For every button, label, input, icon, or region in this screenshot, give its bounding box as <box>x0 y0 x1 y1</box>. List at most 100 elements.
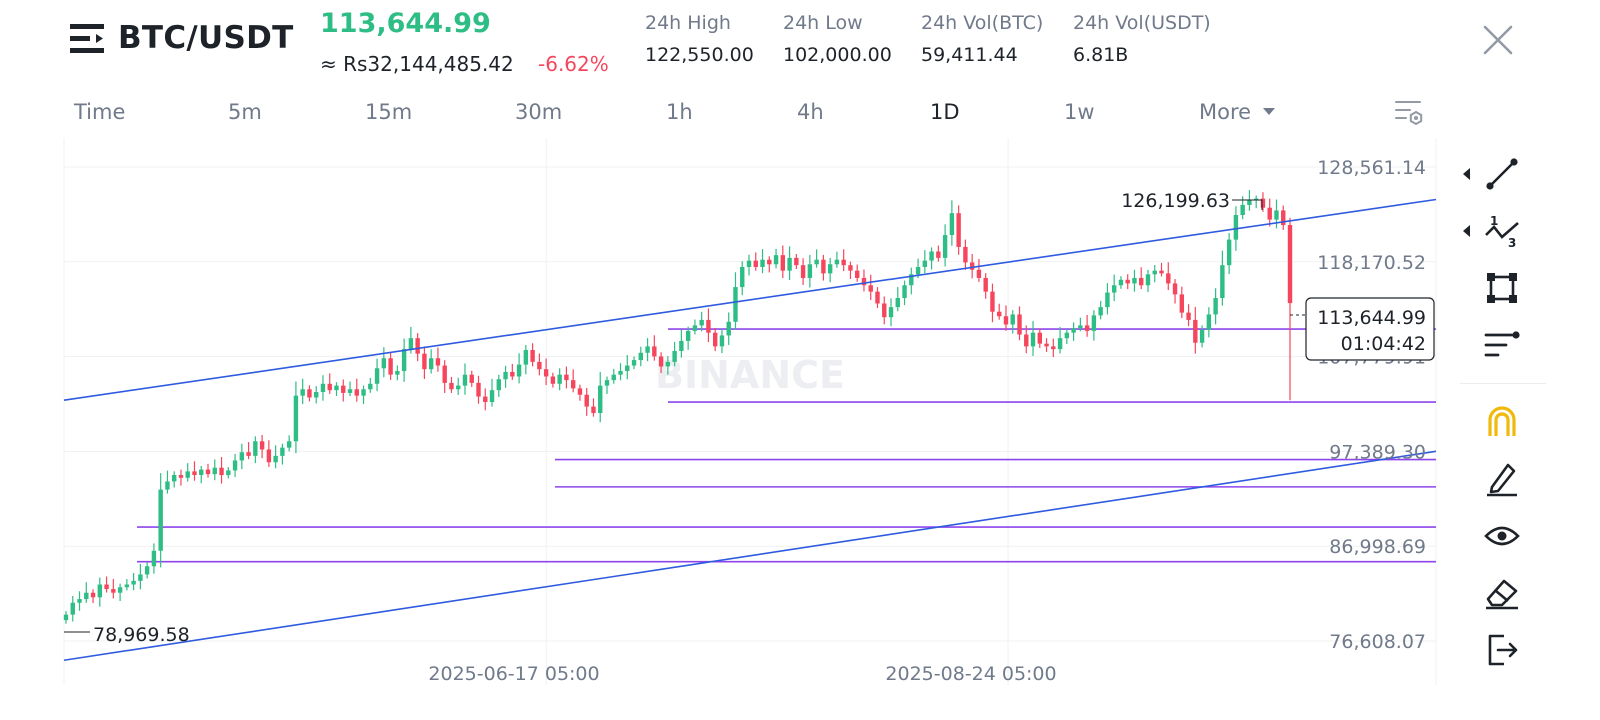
candle <box>1051 338 1056 358</box>
candle <box>888 298 894 327</box>
candle <box>821 254 826 281</box>
candle <box>259 435 265 459</box>
candle <box>1030 321 1036 356</box>
candle <box>456 377 461 395</box>
list-menu-icon[interactable] <box>70 24 104 54</box>
candle <box>577 384 583 401</box>
candle <box>618 363 623 381</box>
candle <box>1064 329 1070 345</box>
candle <box>226 467 231 479</box>
candle <box>1253 195 1259 209</box>
candle <box>733 272 738 330</box>
tab-30m[interactable]: 30m <box>515 100 563 124</box>
horizontal-lines[interactable] <box>137 328 1436 563</box>
svg-text:3: 3 <box>1508 236 1516 250</box>
candle <box>814 249 819 268</box>
candle <box>273 445 278 469</box>
candle <box>266 440 272 467</box>
trend-line-icon[interactable] <box>1482 154 1522 194</box>
candle <box>706 308 711 343</box>
candle <box>638 346 644 367</box>
candle <box>111 578 116 599</box>
trend-lines[interactable] <box>63 198 1437 662</box>
candle <box>861 269 867 292</box>
eraser-icon[interactable] <box>1482 573 1522 613</box>
candle <box>435 347 441 372</box>
candle <box>246 442 251 460</box>
y-tick-label: 86,998.69 <box>1329 536 1426 558</box>
candle <box>361 385 366 405</box>
candle <box>1206 307 1212 338</box>
candle <box>712 327 718 352</box>
candle <box>570 369 576 393</box>
candle <box>591 398 596 417</box>
candle <box>212 459 217 481</box>
candlestick-chart[interactable]: BINANCE 128,561.14 118,170.52 107,779.91… <box>0 130 1460 690</box>
candle <box>652 335 657 361</box>
magnet-icon[interactable] <box>1482 402 1522 442</box>
candle <box>1111 274 1117 302</box>
price-markers: 126,199.63 78,969.58 <box>64 190 1263 646</box>
candle <box>1281 205 1286 230</box>
candle <box>564 366 569 389</box>
tab-15m[interactable]: 15m <box>365 100 413 124</box>
chart-grid <box>63 138 1437 685</box>
candle <box>1139 267 1144 290</box>
candle <box>401 338 407 382</box>
eye-icon[interactable] <box>1482 516 1522 556</box>
tab-5m[interactable]: 5m <box>228 100 262 124</box>
candle <box>895 287 900 312</box>
y-tick-label: 97,389.30 <box>1329 441 1426 463</box>
trend-line[interactable] <box>63 198 1437 402</box>
candle <box>882 296 887 325</box>
exit-icon[interactable] <box>1482 630 1522 670</box>
tab-time[interactable]: Time <box>74 100 126 124</box>
candle <box>415 333 420 362</box>
candle <box>483 388 488 411</box>
candle <box>685 326 691 350</box>
candle <box>334 382 339 396</box>
candle <box>692 319 698 335</box>
candle <box>1186 304 1191 327</box>
candle <box>604 376 610 394</box>
submenu-arrow-icon[interactable] <box>1461 224 1471 238</box>
tab-1w[interactable]: 1w <box>1064 100 1095 124</box>
stat-24h-vol-usdt-value: 6.81B <box>1073 44 1129 66</box>
countdown-label: 01:04:42 <box>1341 333 1426 355</box>
stat-24h-high-label: 24h High <box>645 12 731 34</box>
candle <box>855 264 860 282</box>
stat-24h-vol-btc-value: 59,411.44 <box>921 44 1018 66</box>
chart-settings-icon[interactable] <box>1394 99 1424 127</box>
x-tick-label: 2025-06-17 05:00 <box>428 663 599 685</box>
candle <box>780 245 786 279</box>
candle <box>104 576 109 593</box>
candle <box>1078 317 1083 332</box>
high-marker-line <box>1232 199 1263 210</box>
trend-line[interactable] <box>63 450 1437 662</box>
candle <box>84 582 89 603</box>
candle <box>726 312 731 345</box>
pair-title[interactable]: BTC/USDT <box>118 20 294 56</box>
candle <box>1132 269 1137 292</box>
candle <box>1037 328 1042 349</box>
candle <box>510 363 515 380</box>
submenu-arrow-icon[interactable] <box>1461 167 1471 181</box>
tab-1d[interactable]: 1D <box>930 100 960 124</box>
candles <box>63 190 1293 624</box>
tab-4h[interactable]: 4h <box>797 100 824 124</box>
candle <box>1199 325 1205 348</box>
candle <box>1057 326 1063 354</box>
layers-icon[interactable] <box>1482 325 1522 365</box>
last-price-tag[interactable]: 113,644.99 01:04:42 <box>1290 297 1435 361</box>
tab-more[interactable]: More <box>1199 100 1276 124</box>
candle <box>956 205 961 255</box>
candle <box>1287 217 1293 401</box>
fibonacci-icon[interactable]: 1 3 <box>1482 211 1522 251</box>
candle <box>1145 269 1151 293</box>
close-icon[interactable] <box>1480 22 1516 58</box>
tab-1h[interactable]: 1h <box>666 100 693 124</box>
candle <box>679 329 684 358</box>
candle <box>990 283 995 323</box>
pencil-icon[interactable] <box>1482 459 1522 499</box>
rectangle-icon[interactable] <box>1482 268 1522 308</box>
